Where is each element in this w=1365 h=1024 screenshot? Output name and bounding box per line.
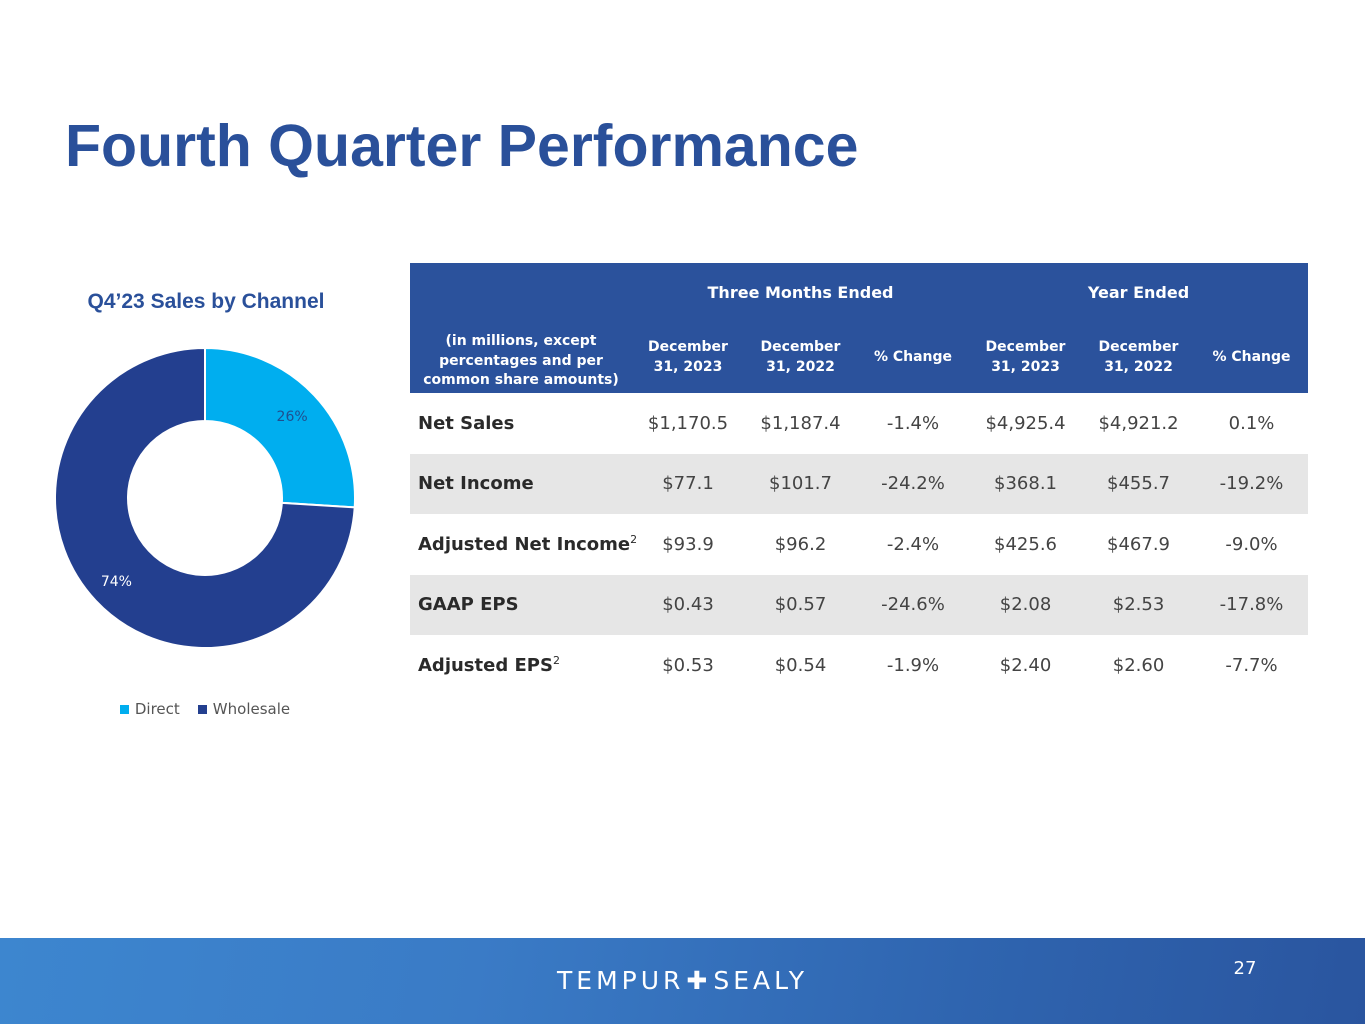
table-cell: $0.57 [744, 574, 857, 635]
table-cell: $1,187.4 [760, 412, 841, 434]
footnote-marker: 2 [552, 653, 560, 667]
table-cell: $0.53 [662, 654, 714, 676]
donut-label-direct: 26% [277, 409, 308, 425]
table-cell: $2.60 [1112, 654, 1165, 676]
footnote-marker: 2 [630, 532, 638, 546]
tempur-sealy-logo: TEMPUR✚SEALY [557, 966, 808, 995]
table-cell: $2.08 [969, 574, 1083, 635]
table-cell: $2.40 [999, 654, 1052, 676]
table-cell: $1,170.5 [647, 412, 729, 434]
legend-label-direct: Direct [134, 700, 180, 718]
table-row: Adjusted EPS2 $0.53 $0.54 -1.9% $2.40 $2… [410, 635, 1308, 696]
table-cell: -1.4% [886, 412, 940, 434]
sales-by-channel-donut-chart: 26% 74% [54, 346, 356, 649]
row-label: Adjusted EPS2 [418, 653, 560, 676]
table-cell: $2.53 [1082, 574, 1196, 635]
table-row: Net Income $77.1 $101.7 -24.2% $368.1 $4… [410, 453, 1309, 514]
donut-label-wholesale: 74% [101, 574, 132, 590]
table-cell: $101.7 [744, 453, 857, 514]
footer-band [0, 938, 1365, 1024]
column-header: December 31, 2022 [1082, 323, 1196, 393]
row-label: Adjusted Net Income2 [418, 532, 638, 555]
table-column-header-row: (in millions, except percentages and per… [410, 323, 1309, 393]
chart-legend: Direct Wholesale [50, 700, 360, 718]
legend-item-direct: Direct [119, 700, 180, 718]
row-label: GAAP EPS [410, 574, 632, 635]
table-cell: $93.9 [662, 533, 714, 555]
page-number: 27 [1233, 958, 1257, 979]
table-cell: -19.2% [1195, 453, 1309, 514]
table-row: Net Sales $1,170.5 $1,187.4 -1.4% $4,925… [410, 393, 1308, 454]
column-header: December 31, 2023 [632, 323, 744, 393]
table-cell: $455.7 [1082, 453, 1196, 514]
legend-item-wholesale: Wholesale [197, 700, 291, 718]
row-header-note: (in millions, except percentages and per… [410, 323, 632, 393]
table-cell: $425.6 [994, 533, 1057, 555]
table-row: GAAP EPS $0.43 $0.57 -24.6% $2.08 $2.53 … [410, 574, 1309, 635]
table-cell: -24.6% [857, 574, 970, 635]
table-cell: $4,925.4 [985, 412, 1066, 434]
table-cell: -9.0% [1225, 533, 1278, 555]
plus-icon: ✚ [686, 966, 712, 995]
table-cell: $467.9 [1107, 533, 1170, 555]
table-cell: $0.54 [774, 654, 827, 676]
column-header: % Change [857, 323, 970, 393]
table-row: Adjusted Net Income2 $93.9 $96.2 -2.4% $… [410, 514, 1308, 575]
table-cell: $77.1 [632, 453, 744, 514]
table-cell: $368.1 [969, 453, 1083, 514]
chart-title: Q4’23 Sales by Channel [87, 290, 325, 313]
legend-swatch-direct [119, 704, 129, 714]
row-label: Net Sales [418, 412, 515, 434]
table-cell: -24.2% [857, 453, 970, 514]
table-cell: -7.7% [1225, 654, 1278, 676]
table-cell: 0.1% [1228, 412, 1275, 434]
table-cell: -17.8% [1195, 574, 1309, 635]
donut-slice-direct [204, 346, 356, 509]
table-cell: -2.4% [886, 533, 940, 555]
table-cell: $0.43 [632, 574, 744, 635]
column-header: % Change [1195, 323, 1309, 393]
donut-slice-wholesale [54, 346, 356, 649]
group-header-year: Year Ended [969, 263, 1309, 323]
table-group-header-row: Three Months Ended Year Ended [410, 263, 1309, 323]
legend-label-wholesale: Wholesale [212, 700, 291, 718]
legend-swatch-wholesale [197, 704, 207, 714]
table-cell: $96.2 [774, 533, 827, 555]
table-cell: $4,921.2 [1098, 412, 1179, 434]
financial-results-table: Three Months Ended Year Ended (in millio… [410, 263, 1309, 696]
table-cell: -1.9% [886, 654, 940, 676]
group-header-three-months: Three Months Ended [632, 263, 970, 323]
row-label: Net Income [410, 453, 632, 514]
column-header: December 31, 2023 [969, 323, 1083, 393]
column-header: December 31, 2022 [744, 323, 857, 393]
table-corner-cell [410, 263, 632, 323]
slide-title: Fourth Quarter Performance [65, 113, 859, 179]
